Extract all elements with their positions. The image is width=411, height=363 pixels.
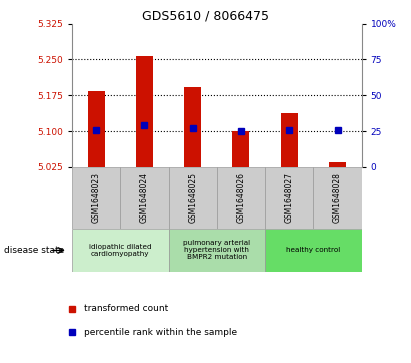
- Bar: [281, 113, 298, 167]
- Bar: [169, 167, 217, 229]
- Text: GSM1648024: GSM1648024: [140, 172, 149, 223]
- Text: transformed count: transformed count: [84, 304, 169, 313]
- Bar: [184, 87, 201, 167]
- Text: idiopathic dilated
cardiomyopathy: idiopathic dilated cardiomyopathy: [89, 244, 152, 257]
- Text: GSM1648025: GSM1648025: [188, 172, 197, 223]
- Bar: [265, 167, 314, 229]
- Text: pulmonary arterial
hypertension with
BMPR2 mutation: pulmonary arterial hypertension with BMP…: [183, 240, 250, 261]
- Bar: [72, 167, 120, 229]
- Bar: [329, 162, 346, 167]
- Bar: [72, 229, 169, 272]
- Bar: [314, 167, 362, 229]
- Text: GSM1648026: GSM1648026: [236, 172, 245, 223]
- Text: GDS5610 / 8066475: GDS5610 / 8066475: [142, 9, 269, 22]
- Text: healthy control: healthy control: [286, 248, 340, 253]
- Text: disease state: disease state: [4, 246, 65, 255]
- Bar: [169, 229, 265, 272]
- Bar: [136, 56, 153, 167]
- Text: GSM1648028: GSM1648028: [333, 172, 342, 223]
- Bar: [233, 131, 249, 167]
- Bar: [120, 167, 169, 229]
- Bar: [217, 167, 265, 229]
- Text: GSM1648027: GSM1648027: [285, 172, 294, 223]
- Bar: [88, 90, 104, 167]
- Bar: [265, 229, 362, 272]
- Text: GSM1648023: GSM1648023: [92, 172, 101, 223]
- Text: percentile rank within the sample: percentile rank within the sample: [84, 328, 238, 337]
